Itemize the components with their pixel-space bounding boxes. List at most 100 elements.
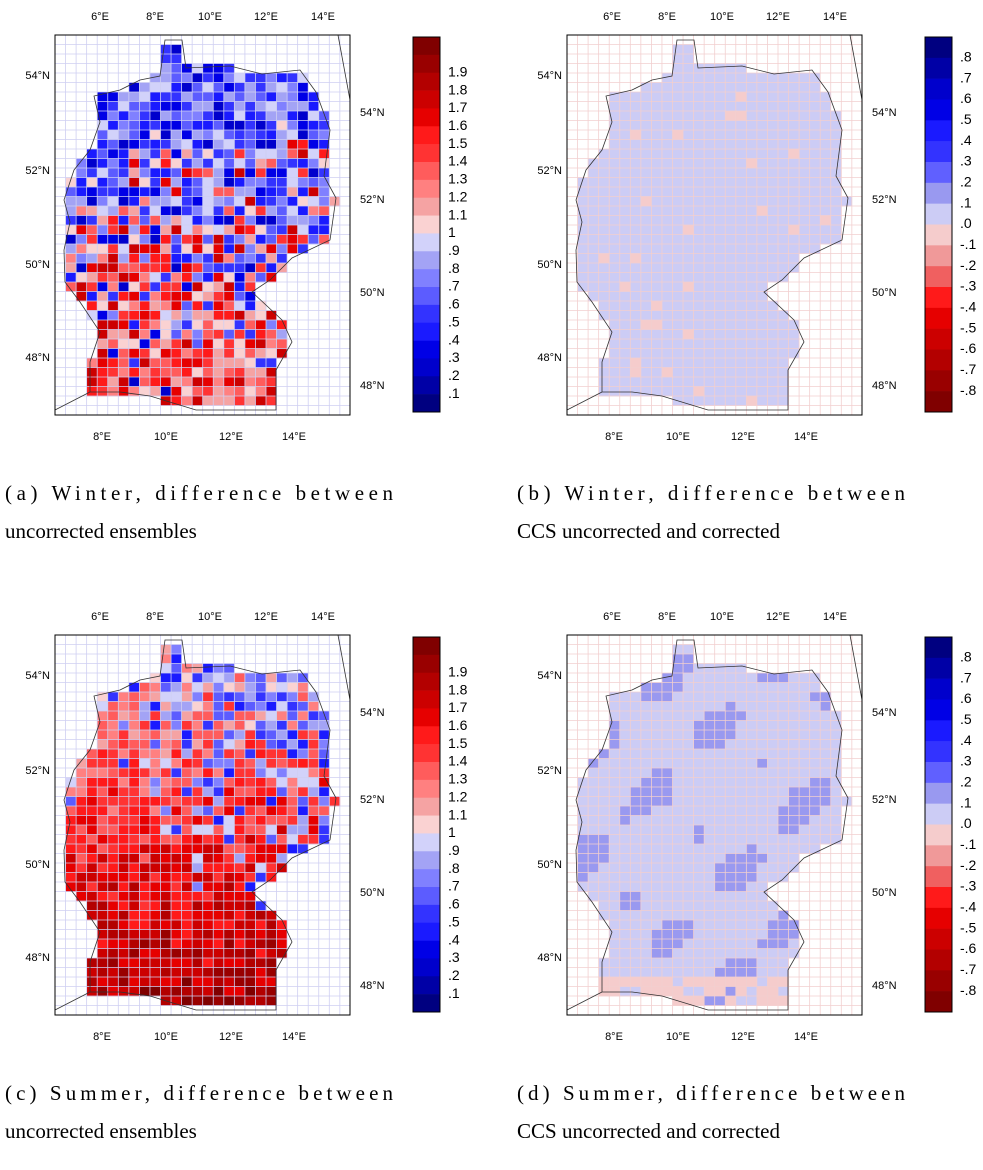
- map-cell: [128, 711, 140, 721]
- map-cell: [276, 939, 288, 949]
- map-cell: [640, 834, 652, 845]
- map-cell: [630, 206, 642, 216]
- map-cell: [619, 901, 631, 911]
- map-cell: [693, 263, 705, 273]
- map-cell: [609, 777, 621, 788]
- map-cell: [725, 692, 737, 702]
- map-cell: [255, 967, 267, 978]
- map-cell: [693, 891, 705, 902]
- map-cell: [767, 673, 779, 683]
- map-cell: [704, 377, 715, 387]
- map-cell: [76, 187, 87, 197]
- map-cell: [788, 929, 800, 940]
- lat-label: 48°N: [360, 980, 385, 992]
- map-cell: [735, 139, 747, 150]
- map-cell: [820, 177, 832, 188]
- map-cell: [778, 853, 789, 864]
- map-cell: [107, 215, 119, 226]
- map-cell: [223, 863, 235, 873]
- map-cell: [693, 692, 705, 702]
- map-cell: [778, 196, 789, 207]
- map-cell: [598, 834, 610, 845]
- map-cell: [714, 367, 726, 378]
- map-cell: [223, 168, 235, 178]
- map-cell: [266, 329, 277, 340]
- map-cell: [181, 863, 193, 873]
- map-cell: [149, 901, 161, 911]
- map-cell: [630, 701, 642, 712]
- map-cell: [266, 120, 277, 131]
- map-cell: [76, 177, 87, 188]
- map-cell: [128, 796, 140, 807]
- map-cell: [244, 673, 256, 683]
- map-cell: [139, 120, 151, 131]
- map-cell: [609, 749, 621, 759]
- map-cell: [181, 253, 193, 264]
- map-cell: [704, 730, 715, 740]
- map-cell: [672, 196, 684, 207]
- map-cell: [255, 711, 267, 721]
- map-cell: [598, 815, 610, 826]
- map-cell: [308, 730, 320, 740]
- map-cell: [756, 796, 768, 807]
- map-cell: [149, 939, 161, 949]
- map-cell: [244, 158, 256, 169]
- map-cell: [149, 758, 161, 769]
- map-cell: [97, 891, 109, 902]
- map-cell: [704, 386, 715, 397]
- map-cell: [788, 206, 800, 216]
- map-cell: [630, 168, 642, 178]
- map-cell: [735, 215, 747, 226]
- map-cell: [128, 367, 140, 378]
- map-cell: [630, 920, 642, 930]
- map-cell: [160, 891, 172, 902]
- map-cell: [725, 673, 737, 683]
- map-cell: [767, 872, 779, 883]
- map-cell: [171, 63, 182, 74]
- map-cell: [171, 644, 182, 655]
- map-cell: [192, 348, 203, 359]
- map-cell: [192, 891, 203, 902]
- map-cell: [297, 673, 309, 683]
- map-cell: [704, 101, 715, 112]
- map-cell: [266, 825, 277, 835]
- map-cell: [266, 787, 277, 797]
- map-cell: [683, 73, 694, 83]
- map-cell: [683, 291, 694, 302]
- map-cell: [640, 891, 652, 902]
- map-cell: [160, 291, 172, 302]
- map-cell: [735, 272, 747, 283]
- map-cell: [223, 758, 235, 769]
- map-cell: [139, 891, 151, 902]
- map-cell: [234, 977, 246, 987]
- map-cell: [651, 872, 663, 883]
- map-cell: [97, 158, 109, 169]
- map-cell: [830, 834, 842, 845]
- map-cell: [223, 996, 235, 1006]
- map-cell: [735, 758, 747, 769]
- map-cell: [255, 796, 267, 807]
- colorbar-box: [925, 991, 952, 1013]
- lat-label: 50°N: [537, 259, 562, 271]
- map-cell: [809, 730, 821, 740]
- map-cell: [651, 882, 663, 892]
- map-cell: [266, 682, 277, 693]
- map-cell: [128, 787, 140, 797]
- map-cell: [107, 787, 119, 797]
- map-cell: [767, 244, 779, 254]
- map-cell: [171, 263, 182, 273]
- map-cell: [192, 977, 203, 987]
- map-cell: [266, 196, 277, 207]
- map-cell: [683, 386, 694, 397]
- colorbar-label: -.3: [960, 278, 977, 294]
- map-cell: [244, 272, 256, 283]
- map-cell: [672, 749, 684, 759]
- map-cell: [661, 749, 673, 759]
- map-cell: [672, 777, 684, 788]
- map-cell: [651, 768, 663, 778]
- map-cell: [756, 758, 768, 769]
- map-cell: [160, 882, 172, 892]
- map-cell: [97, 701, 109, 712]
- map-cell: [725, 825, 737, 835]
- map-cell: [683, 996, 694, 1006]
